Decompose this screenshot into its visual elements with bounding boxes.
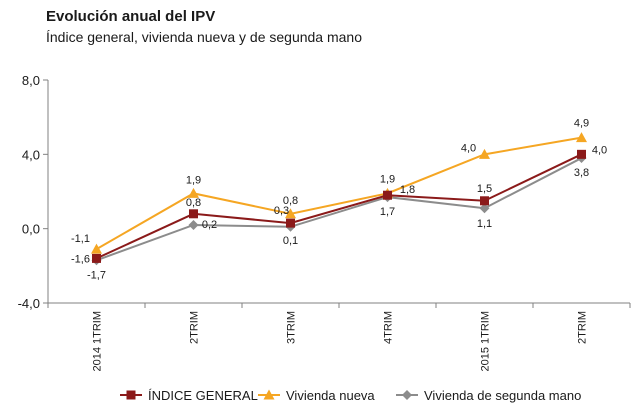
data-point <box>479 203 490 214</box>
data-label: 4,0 <box>592 144 607 156</box>
legend-label: Vivienda nueva <box>286 388 375 403</box>
x-tick-label: 2TRIM <box>577 311 589 344</box>
data-label: 0,2 <box>202 219 217 231</box>
y-tick-label: 8,0 <box>22 73 40 88</box>
data-label: 0,1 <box>283 235 298 247</box>
x-tick-label: 2014 1TRIM <box>92 311 104 372</box>
x-tick-label: 4TRIM <box>383 311 395 344</box>
data-point <box>189 209 198 219</box>
data-point <box>92 253 101 263</box>
data-label: 1,9 <box>380 173 395 185</box>
data-point <box>480 196 489 206</box>
data-point <box>479 148 490 159</box>
data-label: 1,7 <box>380 206 395 218</box>
legend-marker <box>263 389 275 400</box>
data-point <box>576 132 587 143</box>
legend-marker <box>402 390 412 400</box>
x-tick-label: 2015 1TRIM <box>480 311 492 372</box>
y-tick-label: 4,0 <box>22 147 40 162</box>
data-label: -1,6 <box>71 253 90 265</box>
x-tick-label: 2TRIM <box>189 311 201 344</box>
legend-label: Vivienda de segunda mano <box>424 388 581 403</box>
data-point <box>188 219 199 230</box>
data-label: 4,9 <box>574 118 589 130</box>
data-point <box>285 208 296 219</box>
series-line-2 <box>96 157 582 262</box>
data-label: -1,1 <box>71 233 90 245</box>
series-layer <box>91 132 587 266</box>
x-tick-label: 3TRIM <box>286 311 298 344</box>
data-label: 4,0 <box>461 142 476 154</box>
data-label: 0,8 <box>283 195 298 207</box>
y-tick-label: -4,0 <box>18 296 40 311</box>
data-point <box>383 190 392 200</box>
data-label: 1,9 <box>186 174 201 186</box>
y-tick-label: 0,0 <box>22 222 40 237</box>
data-label: 1,5 <box>477 183 492 195</box>
legend-item: Vivienda de segunda mano <box>396 388 581 403</box>
legend-item: ÍNDICE GENERAL <box>120 388 258 403</box>
data-label: 1,1 <box>477 218 492 230</box>
legend-label: ÍNDICE GENERAL <box>148 388 258 403</box>
data-point <box>286 218 295 228</box>
legend-marker <box>126 390 136 400</box>
legend: ÍNDICE GENERAL Vivienda nueva Vivienda de … <box>120 388 581 403</box>
chart-title: Evolución anual del IPV <box>46 8 216 25</box>
series-line-1 <box>96 136 582 250</box>
data-label: 0,8 <box>186 197 201 209</box>
data-label: 0,3 <box>274 205 289 217</box>
series-line-0 <box>96 153 582 260</box>
data-point <box>577 149 586 159</box>
data-labels: -1,60,80,31,8 1,54,0-1,11,90,81,94,04,9-1… <box>71 118 607 282</box>
data-point <box>91 243 102 254</box>
data-point <box>188 187 199 198</box>
axes: 8,0 4,0 0,0 -4,0 2014 1TRIM 2TRIM 3TRIM 4TRIM 20… <box>18 73 631 372</box>
data-label: 3,8 <box>574 167 589 179</box>
legend-item: Vivienda nueva <box>258 388 375 403</box>
data-label: -1,7 <box>87 269 106 281</box>
data-label: 1,8 <box>400 184 415 196</box>
chart-subtitle: Índice general, vivienda nueva y de segu… <box>46 29 362 45</box>
